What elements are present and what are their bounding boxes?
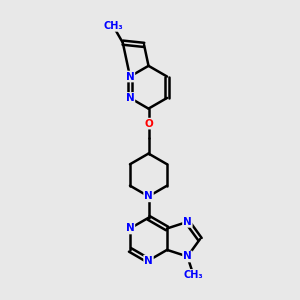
Text: N: N [126, 71, 134, 82]
Text: N: N [144, 191, 153, 201]
Text: N: N [126, 224, 134, 233]
Text: N: N [183, 251, 192, 262]
Text: N: N [183, 217, 192, 227]
Text: N: N [144, 256, 153, 266]
Text: CH₃: CH₃ [103, 21, 123, 31]
Text: N: N [126, 93, 134, 103]
Text: CH₃: CH₃ [184, 270, 203, 280]
Text: O: O [144, 118, 153, 129]
